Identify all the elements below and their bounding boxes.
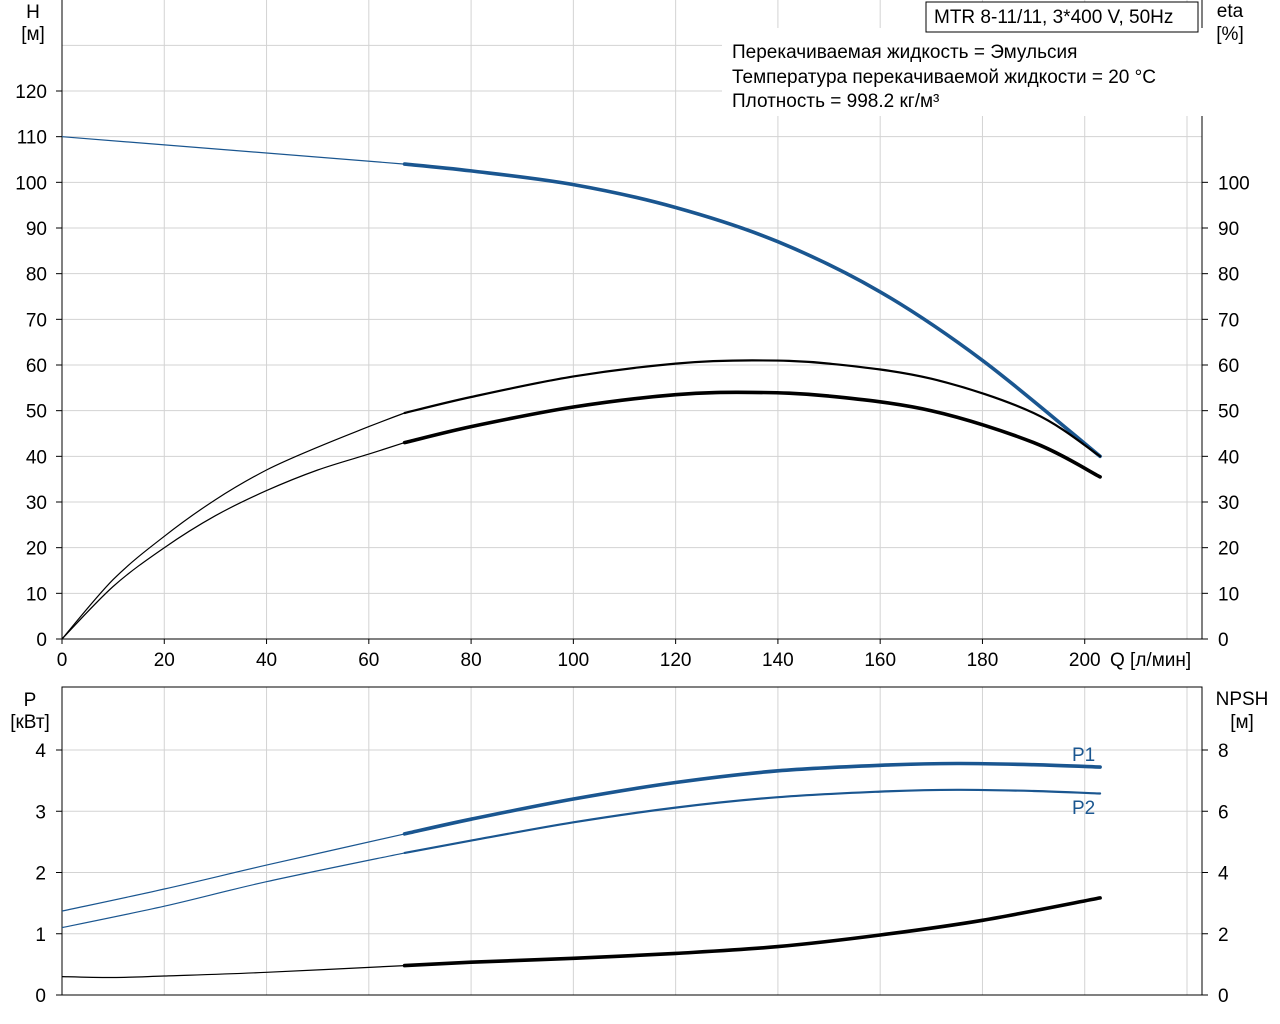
- model-title: MTR 8-11/11, 3*400 V, 50Hz: [934, 7, 1173, 28]
- top-y-right-tick-label: 60: [1218, 356, 1239, 377]
- x-tick-label: 100: [558, 650, 590, 671]
- efficiency-curve-2: [402, 390, 1102, 479]
- p2-curve: [403, 788, 1102, 854]
- top-y-right-tick-label: 80: [1218, 265, 1239, 286]
- efficiency-curve-2-thin: [61, 442, 405, 640]
- top-y-left-tick-label: 40: [26, 447, 47, 468]
- head-curve-thin: [61, 136, 405, 165]
- x-tick-label: 180: [967, 650, 999, 671]
- top-y-right-tick-label: 40: [1218, 447, 1239, 468]
- top-y-right-tick-label: 70: [1218, 310, 1239, 331]
- bottom-y-left-unit: [кВт]: [10, 712, 50, 733]
- top-y-left-tick-label: 120: [15, 82, 47, 103]
- p1-curve: [402, 761, 1102, 836]
- bottom-y-right-tick-label: 0: [1218, 986, 1229, 1007]
- bottom-y-left-tick-label: 3: [35, 802, 46, 823]
- bottom-y-left-tick-label: 4: [35, 741, 46, 762]
- top-y-left-tick-label: 0: [36, 630, 47, 651]
- bottom-y-left-tick-label: 1: [35, 925, 46, 946]
- bottom-y-left-title: P: [24, 690, 37, 711]
- top-y-left-tick-label: 20: [26, 539, 47, 560]
- bottom-grid: [61, 686, 1203, 996]
- top-y-left-tick-label: 80: [26, 265, 47, 286]
- x-tick-label: 60: [358, 650, 379, 671]
- info-line-temperature: Температура перекачиваемой жидкости = 20…: [732, 67, 1156, 88]
- tick-labels: 0102030405060708090100110120010203040506…: [15, 82, 1249, 1007]
- top-y-right-title: eta: [1217, 1, 1244, 22]
- top-y-left-title: H: [26, 2, 40, 23]
- top-y-left-tick-label: 110: [17, 128, 47, 149]
- bottom-y-right-title: NPSH: [1216, 689, 1269, 710]
- bottom-y-left-tick-label: 2: [35, 864, 46, 885]
- info-line-liquid: Перекачиваемая жидкость = Эмульсия: [732, 42, 1077, 63]
- x-tick-label: 0: [57, 650, 68, 671]
- x-tick-label: 200: [1069, 650, 1101, 671]
- top-y-right-unit: [%]: [1216, 24, 1243, 45]
- top-y-left-tick-label: 10: [26, 584, 47, 605]
- p2-curve-label: P2: [1072, 798, 1095, 819]
- bottom-y-left-tick-label: 0: [35, 986, 46, 1007]
- top-y-right-tick-label: 10: [1218, 584, 1239, 605]
- top-y-left-unit: [м]: [21, 24, 45, 45]
- bottom-y-right-tick-label: 6: [1218, 802, 1229, 823]
- x-tick-label: 120: [660, 650, 692, 671]
- top-y-right-tick-label: 30: [1218, 493, 1239, 514]
- x-tick-label: 80: [461, 650, 482, 671]
- top-y-right-tick-label: 90: [1218, 219, 1239, 240]
- npsh-curve-thin: [61, 965, 405, 979]
- model-box: [925, 1, 1199, 33]
- head-curve: [402, 162, 1102, 459]
- curves: [61, 136, 1102, 979]
- top-y-left-tick-label: 50: [26, 402, 47, 423]
- p1-curve-thin: [61, 833, 405, 912]
- x-tick-label: 40: [256, 650, 277, 671]
- top-y-left-tick-label: 30: [26, 493, 47, 514]
- top-y-left-tick-label: 90: [26, 219, 47, 240]
- x-tick-label: 140: [762, 650, 794, 671]
- x-tick-label: 20: [154, 650, 175, 671]
- npsh-curve: [402, 896, 1102, 968]
- top-y-right-tick-label: 50: [1218, 402, 1239, 423]
- top-y-right-tick-label: 0: [1218, 630, 1229, 651]
- top-y-left-tick-label: 100: [15, 173, 47, 194]
- bottom-y-right-unit: [м]: [1230, 712, 1254, 733]
- bottom-y-right-tick-label: 2: [1218, 925, 1229, 946]
- info-line-density: Плотность = 998.2 кг/м³: [732, 91, 939, 112]
- info-box: [722, 28, 1206, 116]
- efficiency-curve-1-thin: [61, 412, 405, 640]
- p2-curve-thin: [61, 852, 405, 929]
- bottom-frame: [61, 686, 1203, 996]
- bottom-y-right-tick-label: 8: [1218, 741, 1229, 762]
- bottom-y-right-tick-label: 4: [1218, 864, 1229, 885]
- top-y-right-tick-label: 20: [1218, 539, 1239, 560]
- x-tick-label: 160: [864, 650, 896, 671]
- top-x-title: Q [л/мин]: [1110, 650, 1191, 671]
- top-y-left-tick-label: 70: [26, 310, 47, 331]
- top-y-right-tick-label: 100: [1218, 173, 1250, 194]
- top-y-left-tick-label: 60: [26, 356, 47, 377]
- efficiency-curve-1: [403, 359, 1102, 458]
- p1-curve-label: P1: [1072, 745, 1095, 766]
